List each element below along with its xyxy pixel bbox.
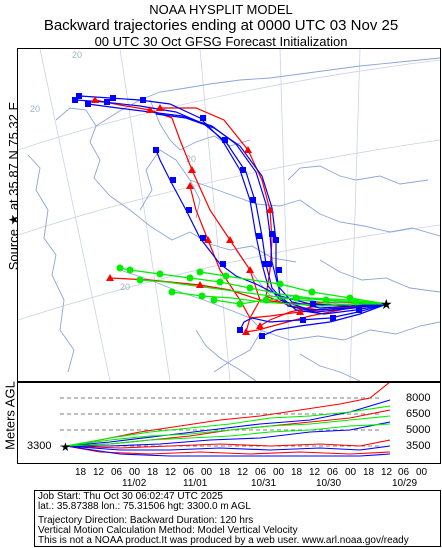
height-trace-blue xyxy=(66,421,391,447)
time-tick: 18 xyxy=(291,467,303,478)
start-height-label: 3300 xyxy=(27,440,52,452)
time-tick: 00 xyxy=(201,467,213,478)
time-tick: 06 xyxy=(255,467,267,478)
height-trace-blue xyxy=(65,445,391,457)
graticule-label: 20 xyxy=(72,50,82,60)
time-tick: 12 xyxy=(309,467,321,478)
height-trace-green xyxy=(65,415,391,447)
info-frame xyxy=(34,490,441,547)
time-tick: 00 xyxy=(416,467,428,478)
map-frame xyxy=(17,48,441,382)
time-tick: 00 xyxy=(129,467,141,478)
vertical-motion-text: Vertical Motion Calculation Method: Mode… xyxy=(38,525,298,536)
time-tick: 18 xyxy=(219,467,231,478)
date-label: 11/02 xyxy=(122,478,147,489)
date-label: 11/01 xyxy=(183,478,208,489)
job-start-text: Job Start: Thu Oct 30 06:02:47 UTC 2025 xyxy=(38,491,223,502)
time-tick: 06 xyxy=(111,467,123,478)
trajectory-markers-blue xyxy=(72,93,362,339)
source-star-icon: ★ xyxy=(380,296,393,312)
time-tick: 12 xyxy=(165,467,177,478)
time-tick: 12 xyxy=(93,467,105,478)
height-profile: ★ xyxy=(60,383,391,457)
trajectory-blue xyxy=(239,303,388,331)
time-tick: 18 xyxy=(363,467,375,478)
height-level-label: 3500 xyxy=(406,440,431,452)
trajectory-map: 20 20 20 20 xyxy=(18,49,440,381)
time-tick: 06 xyxy=(398,467,410,478)
time-tick: 00 xyxy=(345,467,357,478)
trajectory-green xyxy=(171,291,387,307)
trajectory-markers-red xyxy=(91,96,304,335)
trajectory-green xyxy=(139,279,388,305)
map-subtitle: 00 UTC 30 Oct GFSG Forecast Initializati… xyxy=(94,34,348,49)
height-level-label: 5000 xyxy=(406,424,431,436)
time-tick: 18 xyxy=(75,467,87,478)
trajectory-blue xyxy=(75,99,388,313)
date-label: 10/29 xyxy=(392,478,418,489)
location-text: lat.: 35.87388 lon.: 75.31506 hgt: 3300.… xyxy=(38,501,251,512)
time-tick: 18 xyxy=(147,467,159,478)
trajectory-direction-text: Trajectory Direction: Backward Duration:… xyxy=(38,515,254,526)
date-label: 10/31 xyxy=(251,478,277,489)
model-name: NOAA HYSPLIT MODEL xyxy=(149,2,293,17)
time-tick: 12 xyxy=(381,467,393,478)
time-tick: 06 xyxy=(183,467,195,478)
graticule-label: 20 xyxy=(120,282,130,292)
height-trace-green xyxy=(65,423,391,447)
trajectory-markers-green xyxy=(116,264,360,308)
height-trace-green xyxy=(65,405,391,447)
time-tick: 00 xyxy=(273,467,285,478)
graticule-label: 20 xyxy=(186,154,196,164)
time-tick: 12 xyxy=(237,467,249,478)
height-axis-label: Meters AGL xyxy=(2,381,18,450)
height-level-label: 8000 xyxy=(406,392,431,404)
height-start-star-icon: ★ xyxy=(60,440,71,454)
height-frame xyxy=(17,382,441,464)
height-level-label: 6500 xyxy=(406,408,431,420)
trajectory-green xyxy=(119,267,388,305)
map-title: Backward trajectories ending at 0000 UTC… xyxy=(43,17,399,34)
time-tick: 06 xyxy=(327,467,339,478)
date-label: 10/30 xyxy=(316,478,342,489)
height-trace-blue xyxy=(65,445,391,451)
trajectory-blue xyxy=(261,303,388,337)
graticule-label: 20 xyxy=(30,104,40,114)
trajectory-blue xyxy=(155,149,388,307)
height-trace-blue xyxy=(65,399,391,447)
height-trace-red xyxy=(65,439,391,449)
disclaimer-text: This is not a NOAA product.It was produc… xyxy=(38,535,409,546)
